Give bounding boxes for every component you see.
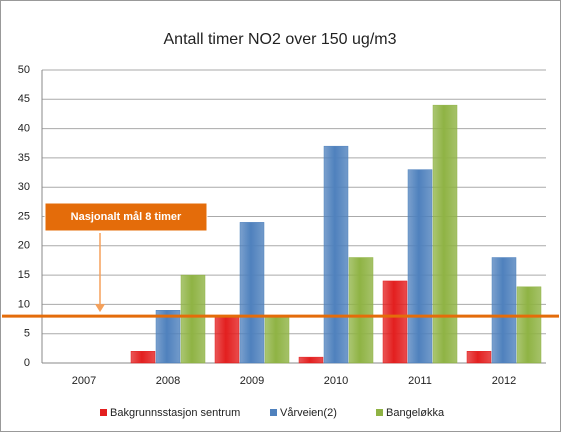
bar — [130, 351, 156, 364]
y-tick-label: 0 — [24, 357, 30, 369]
legend-label: Vårveien(2) — [280, 407, 337, 419]
bar — [323, 145, 349, 364]
bar — [264, 315, 290, 364]
bar — [155, 310, 181, 364]
bar — [516, 286, 542, 364]
bar — [298, 356, 324, 364]
bar — [348, 257, 374, 364]
y-tick-label: 40 — [18, 123, 30, 135]
y-tick-label: 5 — [24, 328, 30, 340]
y-tick-label: 30 — [18, 181, 30, 193]
bar — [432, 104, 458, 364]
bar — [491, 257, 517, 364]
bar — [466, 351, 492, 364]
y-tick-label: 45 — [18, 93, 30, 105]
bar — [407, 169, 433, 364]
legend-swatch — [100, 409, 107, 416]
bar — [180, 274, 206, 364]
x-tick-label: 2012 — [492, 375, 516, 387]
y-tick-label: 20 — [18, 240, 30, 252]
legend-swatch — [270, 409, 277, 416]
annotation-label: Nasjonalt mål 8 timer — [71, 211, 182, 223]
bar — [214, 315, 240, 364]
bar — [239, 222, 265, 364]
bar — [382, 280, 408, 364]
x-tick-label: 2009 — [240, 375, 264, 387]
y-tick-label: 35 — [18, 152, 30, 164]
legend-label: Bangeløkka — [386, 407, 445, 419]
legend-label: Bakgrunnsstasjon sentrum — [110, 407, 240, 419]
x-tick-label: 2011 — [408, 375, 432, 387]
x-tick-label: 2008 — [156, 375, 180, 387]
y-tick-label: 25 — [18, 210, 30, 222]
annotation-box — [44, 202, 208, 232]
y-tick-label: 50 — [18, 64, 30, 76]
y-tick-label: 10 — [18, 298, 30, 310]
x-tick-label: 2007 — [72, 375, 96, 387]
x-tick-label: 2010 — [324, 375, 348, 387]
chart-title: Antall timer NO2 over 150 ug/m3 — [164, 31, 397, 48]
y-tick-label: 15 — [18, 269, 30, 281]
annotation-arrowhead — [95, 304, 105, 313]
legend-swatch — [376, 409, 383, 416]
